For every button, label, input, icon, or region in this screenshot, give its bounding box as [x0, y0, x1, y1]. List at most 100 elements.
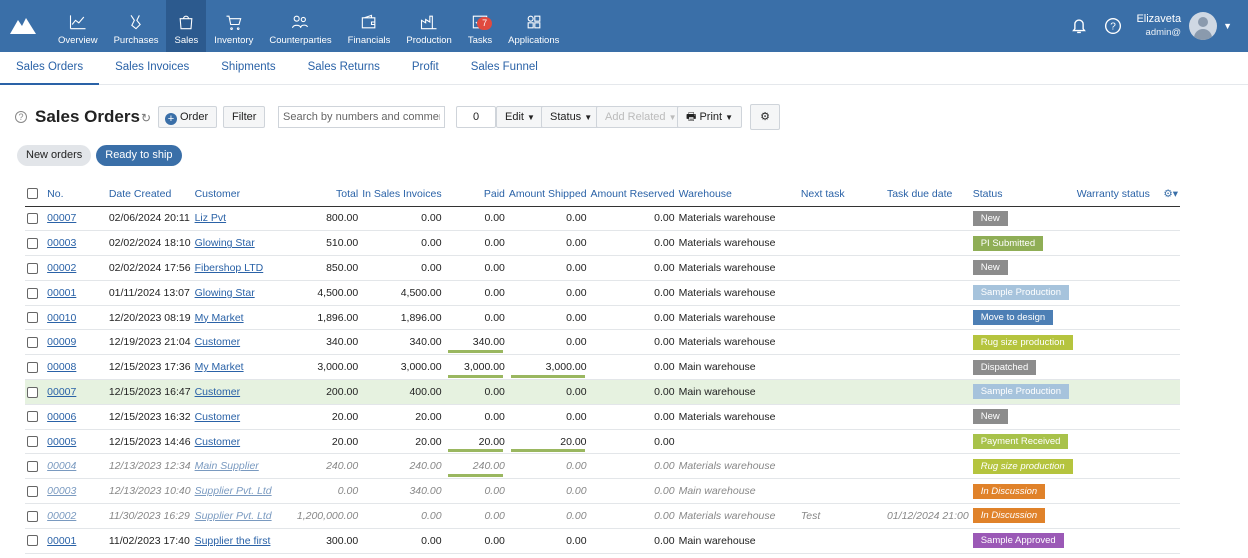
status-badge[interactable]: Sample Production: [972, 384, 1069, 400]
row-checkbox[interactable]: [27, 510, 38, 522]
row-checkbox[interactable]: [27, 361, 38, 373]
tab-sales-returns[interactable]: Sales Returns: [307, 61, 380, 73]
order-number-link[interactable]: 00001: [47, 286, 77, 299]
table-row[interactable]: 00002 11/30/2023 16:29 Supplier Pvt. Ltd 1,…: [25, 503, 1180, 529]
customer-link[interactable]: Supplier Pvt. Ltd: [194, 485, 272, 498]
add-order-button[interactable]: + Order: [158, 106, 218, 128]
tab-profit[interactable]: Profit: [411, 61, 439, 73]
row-checkbox[interactable]: [27, 436, 38, 448]
nav-counterparties[interactable]: Counterparties: [261, 0, 339, 52]
customer-link[interactable]: Customer: [194, 410, 241, 423]
order-number-link[interactable]: 00008: [47, 361, 77, 374]
customer-link[interactable]: Liz Pvt: [194, 212, 227, 225]
row-checkbox[interactable]: [27, 411, 38, 423]
status-badge[interactable]: PI Submitted: [972, 235, 1044, 251]
table-row[interactable]: 00002 02/02/2024 17:56 Fibershop LTD 850.00…: [25, 255, 1180, 281]
table-row[interactable]: 00006 12/15/2023 16:32 Customer 20.00 20.00 0…: [25, 404, 1180, 430]
nav-applications[interactable]: Applications: [500, 0, 567, 52]
tab-sales-invoices[interactable]: Sales Invoices: [115, 61, 190, 73]
status-badge[interactable]: New: [972, 409, 1008, 425]
table-row[interactable]: 00004 12/13/2023 12:34 Main Supplier 240.00…: [25, 453, 1180, 480]
status-badge[interactable]: Sample Approved: [972, 533, 1064, 549]
select-all-checkbox[interactable]: [27, 188, 38, 200]
col-no-[interactable]: No.: [45, 182, 107, 207]
customer-link[interactable]: Customer: [194, 435, 241, 448]
col-date-created[interactable]: Date Created: [106, 182, 193, 207]
col-next-task[interactable]: Next task: [798, 182, 885, 207]
row-checkbox[interactable]: [27, 213, 38, 225]
row-checkbox[interactable]: [27, 485, 38, 497]
status-badge[interactable]: Sample Production: [972, 285, 1069, 301]
search-input[interactable]: [278, 106, 445, 128]
nav-overview[interactable]: Overview: [50, 0, 106, 52]
nav-financials[interactable]: Financials: [340, 0, 399, 52]
order-number-link[interactable]: 00003: [47, 485, 77, 498]
nav-tasks[interactable]: Tasks 7: [460, 0, 500, 52]
table-row[interactable]: 00003 02/02/2024 18:10 Glowing Star 510.00 0…: [25, 230, 1180, 257]
customer-link[interactable]: Glowing Star: [194, 286, 255, 299]
status-badge[interactable]: Payment Received: [972, 434, 1069, 450]
tab-sales-orders[interactable]: Sales Orders: [0, 52, 100, 85]
app-logo-icon[interactable]: [8, 14, 38, 38]
nav-inventory[interactable]: Inventory: [206, 0, 261, 52]
chevron-down-icon[interactable]: ▼: [1223, 21, 1232, 31]
status-badge[interactable]: Move to design: [972, 310, 1054, 326]
customer-link[interactable]: Glowing Star: [194, 237, 255, 250]
customer-link[interactable]: Customer: [194, 385, 241, 398]
order-number-link[interactable]: 00010: [47, 311, 77, 324]
customer-link[interactable]: Customer: [194, 336, 241, 349]
customer-link[interactable]: Supplier the first: [194, 534, 271, 547]
nav-sales[interactable]: Sales: [166, 0, 207, 52]
table-row[interactable]: 00003 12/13/2023 10:40 Supplier Pvt. Ltd 0.…: [25, 478, 1180, 505]
table-row[interactable]: 00007 12/15/2023 16:47 Customer 200.00 400.0…: [25, 379, 1180, 405]
order-number-link[interactable]: 00002: [47, 509, 77, 522]
row-checkbox[interactable]: [27, 262, 38, 274]
col-amount-reserved[interactable]: Amount Reserved: [588, 182, 677, 207]
tab-sales-funnel[interactable]: Sales Funnel: [470, 61, 538, 73]
refresh-icon[interactable]: ↻: [141, 111, 152, 125]
row-checkbox[interactable]: [27, 386, 38, 398]
customer-link[interactable]: Fibershop LTD: [194, 261, 264, 274]
status-badge[interactable]: In Discussion: [972, 483, 1046, 499]
order-number-link[interactable]: 00004: [47, 460, 77, 473]
column-settings-gear-icon[interactable]: ⚙▾: [1163, 187, 1178, 200]
status-badge[interactable]: Dispatched: [972, 359, 1037, 375]
customer-link[interactable]: My Market: [194, 361, 244, 374]
col-total[interactable]: Total: [294, 182, 361, 207]
table-row[interactable]: 00005 12/15/2023 14:46 Customer 20.00 20.00 2…: [25, 429, 1180, 455]
order-number-link[interactable]: 00007: [47, 385, 77, 398]
help-icon[interactable]: ?: [15, 111, 27, 123]
chip-new-orders[interactable]: New orders: [17, 145, 92, 166]
col-warranty-status[interactable]: Warranty status: [1074, 182, 1162, 207]
status-badge[interactable]: Rug size production: [972, 334, 1073, 350]
status-badge[interactable]: New: [972, 210, 1008, 226]
row-checkbox[interactable]: [27, 461, 38, 473]
filter-button[interactable]: Filter: [223, 106, 266, 128]
status-badge[interactable]: Rug size production: [972, 458, 1073, 474]
col-task-due-date[interactable]: Task due date: [884, 182, 971, 207]
col-customer[interactable]: Customer: [192, 182, 295, 207]
status-badge[interactable]: In Discussion: [972, 508, 1046, 524]
col-paid[interactable]: Paid: [443, 182, 507, 207]
col-status[interactable]: Status: [970, 182, 1075, 207]
order-number-link[interactable]: 00003: [47, 237, 77, 250]
row-checkbox[interactable]: [27, 535, 38, 547]
col-in-sales-invoices[interactable]: In Sales Invoices: [360, 182, 444, 207]
avatar[interactable]: [1189, 12, 1218, 40]
status-dropdown[interactable]: Status ▼: [541, 106, 602, 128]
row-checkbox[interactable]: [27, 287, 38, 299]
order-number-link[interactable]: 00001: [47, 534, 77, 547]
edit-dropdown[interactable]: Edit ▼: [496, 106, 544, 128]
status-badge[interactable]: New: [972, 260, 1008, 276]
row-checkbox[interactable]: [27, 312, 38, 324]
table-row[interactable]: 00009 12/19/2023 21:04 Customer 340.00 340.0…: [25, 329, 1180, 356]
customer-link[interactable]: My Market: [194, 311, 244, 324]
col-amount-shipped[interactable]: Amount Shipped: [506, 182, 589, 207]
chip-ready-to-ship[interactable]: Ready to ship: [96, 145, 182, 166]
nav-purchases[interactable]: Purchases: [106, 0, 167, 52]
order-number-link[interactable]: 00002: [47, 261, 77, 274]
table-row[interactable]: 00001 01/11/2024 13:07 Glowing Star 4,500.0…: [25, 280, 1180, 306]
order-number-link[interactable]: 00007: [47, 212, 77, 225]
order-number-link[interactable]: 00005: [47, 435, 77, 448]
print-dropdown[interactable]: 🖶 Print ▼: [677, 106, 743, 128]
